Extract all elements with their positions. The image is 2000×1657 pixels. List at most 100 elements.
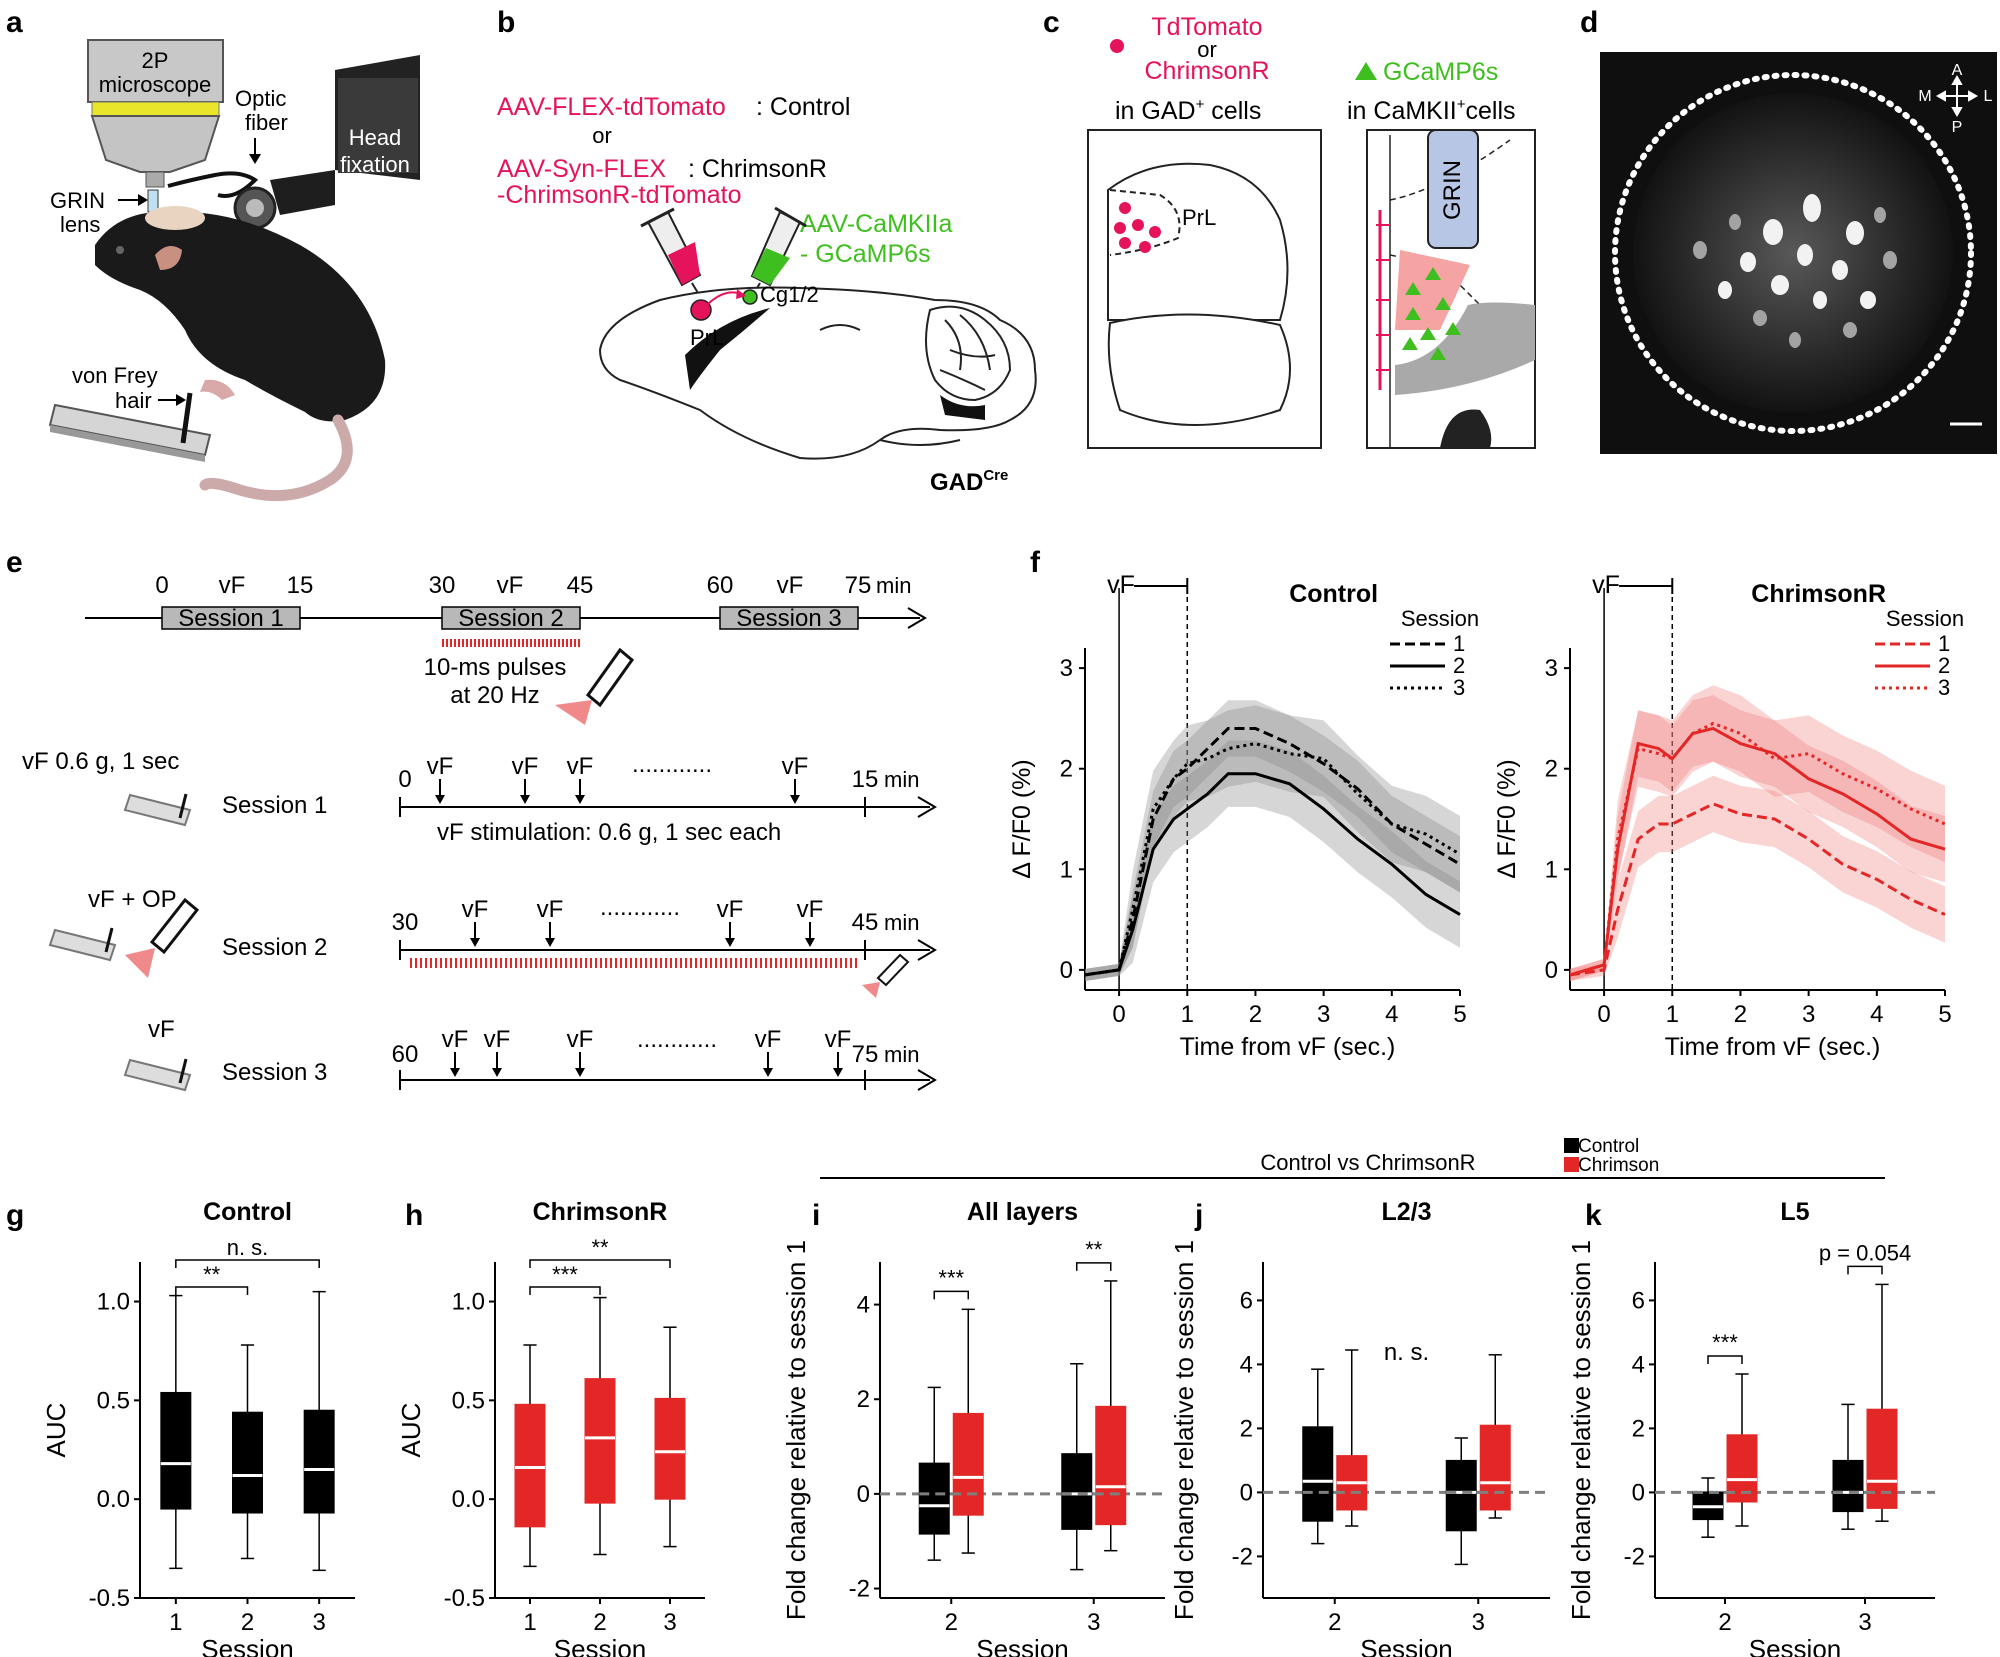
box-s2-control-box xyxy=(1302,1426,1334,1522)
tick-60: 60 xyxy=(707,572,734,599)
virus1-condition: : Control xyxy=(756,93,850,121)
row2-dots: ............ xyxy=(600,894,680,921)
x-tick-label: 2 xyxy=(1734,1001,1747,1028)
vf-label-row3-4: vF xyxy=(825,1026,852,1053)
x-axis-label: Time from vF (sec.) xyxy=(1665,1033,1881,1061)
vf-arrowhead-row3-0 xyxy=(450,1068,460,1077)
box-s3-control-box xyxy=(1061,1453,1093,1530)
grin-lens-label-1: GRIN xyxy=(50,188,105,213)
x-tick-label: 5 xyxy=(1453,1001,1466,1028)
x-tick-label: 2 xyxy=(1718,1609,1731,1636)
y-tick-label: 0 xyxy=(1545,957,1558,984)
tick-75: 75 xyxy=(845,572,872,599)
vf-label-row3-2: vF xyxy=(567,1026,594,1053)
vf-arrowhead-row1-1 xyxy=(520,795,530,804)
vf-arrowhead-row3-2 xyxy=(575,1068,585,1077)
vf-arrowhead-row2-1 xyxy=(545,938,555,947)
y-tick-label: 0 xyxy=(857,1481,870,1508)
panel-label-e: e xyxy=(6,546,23,579)
syringe-green xyxy=(749,206,807,301)
significance-bracket-0 xyxy=(933,1290,969,1300)
x-axis-label: Session xyxy=(554,1634,647,1657)
x-tick-label: 2 xyxy=(945,1609,958,1636)
g-box-chart: -0.5 0.0 0.5 1.0 1 2 3 Session AUC Control **n. s. xyxy=(41,1198,355,1657)
row2-timeline xyxy=(399,939,937,998)
tick-0: 0 xyxy=(155,572,168,599)
compass-p: P xyxy=(1952,119,1963,136)
significance-label-0: *** xyxy=(1712,1330,1738,1355)
vf-label-row3-0: vF xyxy=(442,1026,469,1053)
panel-d: A P M L xyxy=(1600,52,1997,454)
camk-cells-label: in CaMKII+cells xyxy=(1347,96,1516,125)
chart-title: Control xyxy=(1289,580,1378,608)
c-red-label-1: TdTomato xyxy=(1151,13,1262,41)
vf-label-row1-3: vF xyxy=(782,753,809,780)
head-fixation-label-2: fixation xyxy=(340,152,410,177)
legend-label-2: 2 xyxy=(1938,653,1950,678)
vf-label-row3-3: vF xyxy=(755,1026,782,1053)
c-red-label-2: ChrimsonR xyxy=(1144,57,1269,85)
legend-title: Session xyxy=(1886,606,1964,631)
row2-end: 45 xyxy=(852,909,879,936)
y-tick-label: 0 xyxy=(1632,1479,1645,1506)
sem-band-1 xyxy=(1570,775,1945,981)
comparison-bracket-1 xyxy=(175,1259,320,1268)
c-green-label: GCaMP6s xyxy=(1383,58,1498,86)
compass-l: L xyxy=(1984,88,1993,105)
vf-arrowhead-row2-3 xyxy=(805,938,815,947)
x-tick-label: 3 xyxy=(1472,1609,1485,1636)
vf-arrowhead-row3-4 xyxy=(833,1068,843,1077)
coronal-section-left xyxy=(1087,129,1322,449)
head-fixation-illustration xyxy=(233,55,420,230)
y-tick-label: 2 xyxy=(1240,1415,1253,1442)
comparison-bracket-1 xyxy=(529,1259,671,1268)
box-s3-control-box xyxy=(1445,1459,1477,1532)
row3-session: Session 3 xyxy=(222,1059,327,1086)
x-tick-label: 1 xyxy=(523,1609,536,1636)
y-tick-label: 3 xyxy=(1060,655,1073,682)
legend-label-2: 2 xyxy=(1453,653,1465,678)
series-line-3 xyxy=(1084,742,1461,977)
vf-label-row2-2: vF xyxy=(717,896,744,923)
comparison-label-1: ** xyxy=(591,1235,609,1260)
y-tick-label: 0.0 xyxy=(452,1486,485,1513)
panel-e: 0 15 30 45 60 75 min vF vF vF Session 1 … xyxy=(22,572,937,1092)
row3-timeline xyxy=(399,1069,937,1091)
genotype-label: GADCre xyxy=(930,467,1008,496)
head-fixation-label-1: Head xyxy=(349,125,402,150)
row1-timeline xyxy=(399,796,937,818)
sem-band-2 xyxy=(1085,740,1460,981)
gad-cells-label: in GAD+ cells xyxy=(1115,96,1261,125)
panel-label-a: a xyxy=(6,6,23,39)
vf-label-row2-3: vF xyxy=(797,896,824,923)
y-tick-label: -2 xyxy=(1624,1543,1645,1570)
x-tick-label: 2 xyxy=(593,1609,606,1636)
row1-session: Session 1 xyxy=(222,792,327,819)
row1-note: vF stimulation: 0.6 g, 1 sec each xyxy=(437,819,781,846)
row3-unit: min xyxy=(884,1042,919,1067)
y-tick-label: 0 xyxy=(1240,1479,1253,1506)
x-axis-label: Time from vF (sec.) xyxy=(1180,1033,1396,1061)
row2-condition: vF + OP xyxy=(88,886,177,913)
y-tick-label: 2 xyxy=(1060,756,1073,783)
y-axis-label: AUC xyxy=(396,1403,426,1458)
series-line-1 xyxy=(1569,802,1946,977)
y-axis-label: Fold change relative to session 1 xyxy=(1566,1240,1596,1620)
panel-label-d: d xyxy=(1580,6,1598,39)
legend-title: Session xyxy=(1401,606,1479,631)
y-tick-label: -0.5 xyxy=(444,1585,485,1612)
x-tick-label: 5 xyxy=(1938,1001,1951,1028)
row1-end: 15 xyxy=(852,766,879,793)
x-tick-label: 0 xyxy=(1597,1001,1610,1028)
tdtomato-marker xyxy=(1110,39,1124,53)
sagittal-brain xyxy=(598,286,1037,460)
timeline-session-2: Session 2 xyxy=(458,605,563,632)
row1-start: 0 xyxy=(398,766,411,793)
tick-45: 45 xyxy=(567,572,594,599)
virus-or: or xyxy=(592,123,612,148)
y-tick-label: -2 xyxy=(1232,1543,1253,1570)
box-s2-chrimson-box xyxy=(952,1412,984,1516)
